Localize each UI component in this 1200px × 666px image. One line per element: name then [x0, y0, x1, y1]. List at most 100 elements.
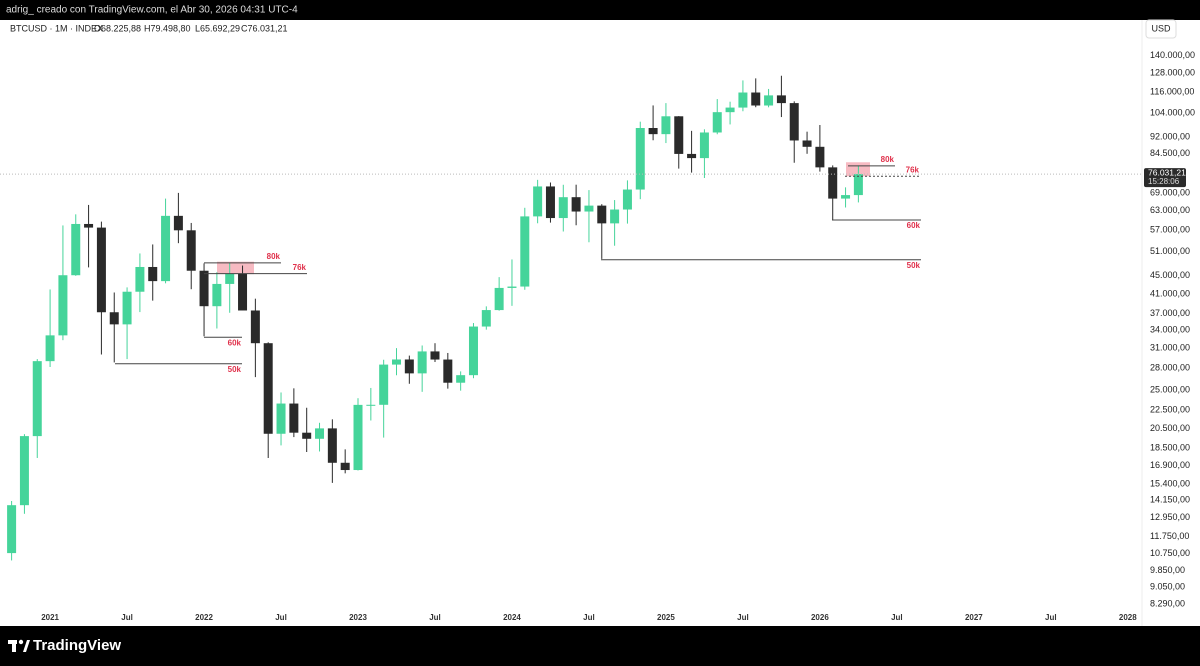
- candle-body: [738, 92, 748, 108]
- candle-body: [238, 273, 248, 311]
- y-tick-label: 8.290,00: [1150, 598, 1185, 608]
- y-tick-label: 104.000,00: [1150, 108, 1195, 118]
- candle-body: [161, 215, 171, 282]
- x-tick-label: 2026: [811, 613, 829, 622]
- candle-body: [661, 116, 671, 135]
- candle-body: [597, 205, 607, 224]
- y-tick-label: 128.000,00: [1150, 67, 1195, 77]
- y-tick-label: 69.000,00: [1150, 187, 1190, 197]
- x-tick-label: 2025: [657, 613, 675, 622]
- candle-body: [84, 223, 94, 228]
- candle-body: [533, 186, 543, 217]
- last-price-label: 76.031,21: [1148, 167, 1186, 177]
- bottom-bar: [0, 626, 1200, 666]
- brand: TradingView: [33, 637, 121, 654]
- candle-body: [648, 128, 658, 135]
- x-tick-label: Jul: [121, 613, 133, 622]
- level-label: 50k: [907, 261, 921, 270]
- candle-body: [456, 375, 466, 383]
- candle-body: [366, 404, 376, 406]
- level-label: 76k: [293, 263, 307, 272]
- candle-body: [687, 153, 697, 159]
- candle-body: [776, 95, 786, 104]
- level-label: 60k: [228, 338, 242, 347]
- candle-body: [96, 227, 106, 313]
- candle-body: [558, 197, 568, 219]
- y-tick-label: 37.000,00: [1150, 308, 1190, 318]
- y-tick-label: 84.500,00: [1150, 148, 1190, 158]
- x-tick-label: Jul: [429, 613, 441, 622]
- candle-body: [173, 215, 183, 231]
- x-tick-label: 2023: [349, 613, 367, 622]
- candle-body: [571, 197, 581, 212]
- candle-body: [353, 404, 363, 471]
- y-tick-label: 45.000,00: [1150, 270, 1190, 280]
- candle-body: [263, 343, 273, 434]
- candle-body: [841, 195, 851, 199]
- candle-body: [250, 310, 260, 344]
- candle-body: [302, 432, 312, 439]
- level-label: 80k: [881, 155, 895, 164]
- level-label: 50k: [228, 365, 242, 374]
- candle-body: [520, 216, 530, 287]
- candle-body: [815, 146, 825, 168]
- y-tick-label: 15.400,00: [1150, 478, 1190, 488]
- candle-body: [764, 95, 774, 106]
- candle-body: [481, 310, 491, 327]
- level-label: 60k: [907, 221, 921, 230]
- candle-body: [853, 174, 863, 196]
- candle-body: [148, 266, 158, 282]
- y-tick-label: 116.000,00: [1150, 86, 1194, 96]
- candle-body: [58, 275, 68, 336]
- candle-body: [828, 167, 838, 199]
- y-tick-label: 12.950,00: [1150, 512, 1190, 522]
- y-tick-label: 28.000,00: [1150, 362, 1190, 372]
- zone: [217, 261, 254, 275]
- candle-body: [7, 505, 17, 554]
- y-tick-label: 9.850,00: [1150, 565, 1185, 575]
- candle-body: [225, 273, 235, 284]
- y-tick-label: 92.000,00: [1150, 131, 1190, 141]
- y-tick-label: 34.000,00: [1150, 325, 1190, 335]
- y-tick-label: 22.500,00: [1150, 405, 1190, 415]
- candle-body: [122, 291, 132, 325]
- candle-body: [199, 270, 209, 307]
- candle-body: [635, 128, 645, 190]
- candle-body: [699, 132, 709, 159]
- candle-body: [186, 230, 196, 271]
- x-tick-label: 2028: [1119, 613, 1137, 622]
- chart-area: [0, 20, 1200, 626]
- y-tick-label: 10.750,00: [1150, 548, 1190, 558]
- candle-body: [327, 428, 337, 463]
- currency[interactable]: USD: [1151, 23, 1171, 33]
- candle-body: [468, 326, 478, 376]
- brand-logo: [8, 639, 30, 652]
- x-tick-label: 2022: [195, 613, 213, 622]
- candle-body: [45, 335, 55, 362]
- candle-body: [610, 209, 620, 224]
- y-tick-label: 51.000,00: [1150, 246, 1190, 256]
- candle-body: [340, 462, 350, 471]
- y-tick-label: 63.000,00: [1150, 205, 1190, 215]
- x-tick-label: Jul: [275, 613, 287, 622]
- candle-body: [674, 116, 684, 154]
- candle-body: [494, 287, 504, 311]
- currency-box[interactable]: [1145, 19, 1177, 39]
- level-label: 76k: [906, 165, 920, 174]
- candle-body: [443, 359, 453, 383]
- candle-body: [751, 92, 761, 106]
- candle-body: [276, 403, 286, 434]
- x-tick-label: Jul: [737, 613, 749, 622]
- candle-body: [584, 205, 594, 212]
- last-price-box: [1144, 168, 1186, 188]
- candle-body: [507, 286, 517, 288]
- candle-body: [392, 359, 401, 365]
- y-tick-label: 57.000,00: [1150, 224, 1190, 234]
- y-tick-label: 31.000,00: [1150, 343, 1190, 353]
- ohlc-high: H79.498,80: [144, 23, 191, 33]
- candle-body: [802, 140, 812, 147]
- candle-body: [379, 364, 389, 405]
- candle-body: [404, 359, 414, 374]
- ohlc-close: C76.031,21: [241, 23, 288, 33]
